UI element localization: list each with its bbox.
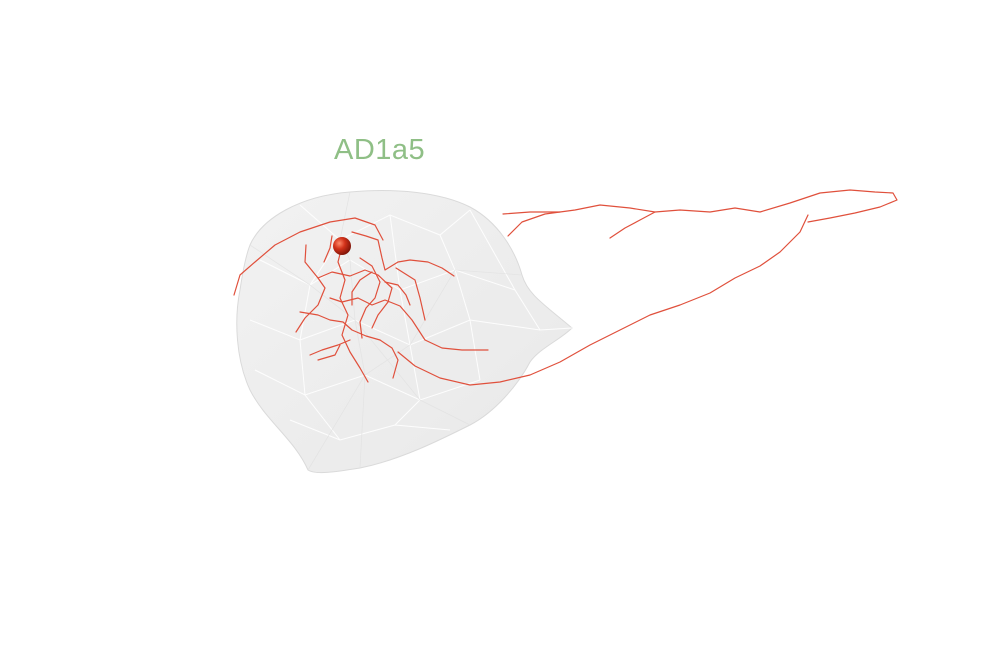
axon-upper-offshoot [609,211,656,239]
brain-volume [236,190,573,474]
neuron-arbor [233,189,898,386]
axon-upper-branch [507,189,898,237]
axon-lower-branch [397,214,809,386]
neuron-title: AD1a5 [334,134,426,166]
axon-upper-side [502,211,561,215]
soma-marker[interactable] [333,237,351,255]
dendrite-left-arc [233,217,384,296]
